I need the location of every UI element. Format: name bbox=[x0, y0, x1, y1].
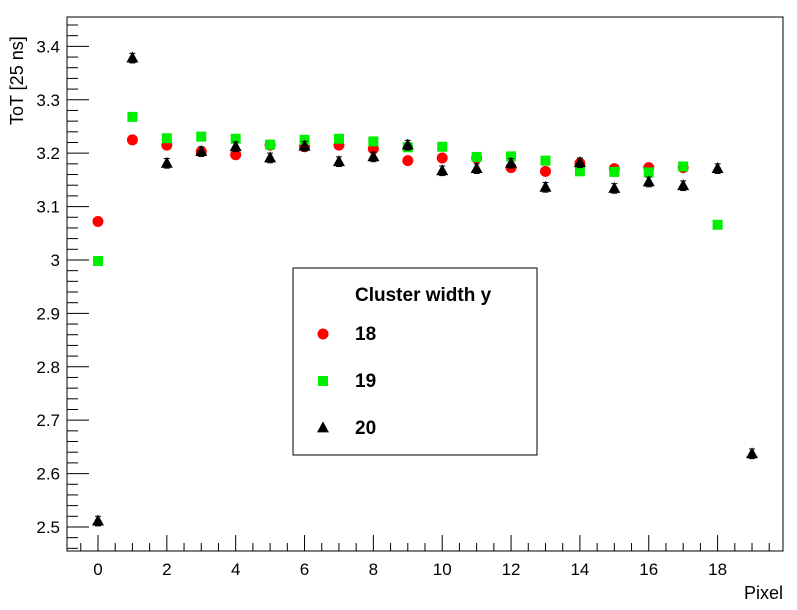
data-point-19 bbox=[540, 155, 551, 166]
data-point-20 bbox=[711, 162, 724, 174]
y-tick-label: 2.6 bbox=[36, 465, 60, 484]
data-point-20 bbox=[436, 164, 449, 176]
data-point-20 bbox=[401, 138, 414, 150]
data-point-19 bbox=[712, 219, 723, 230]
legend: Cluster width y 18 19 20 bbox=[292, 267, 538, 456]
data-point-19 bbox=[678, 161, 689, 172]
data-point-19 bbox=[574, 166, 585, 177]
data-point-19 bbox=[230, 133, 241, 144]
data-point-18 bbox=[402, 155, 414, 167]
data-point-19 bbox=[437, 141, 448, 152]
y-tick-label: 2.9 bbox=[36, 304, 60, 323]
legend-label-19: 19 bbox=[355, 371, 376, 392]
legend-label-20: 20 bbox=[355, 418, 376, 439]
data-point-19 bbox=[196, 131, 207, 142]
data-point-19 bbox=[265, 139, 276, 150]
data-point-20 bbox=[608, 181, 621, 193]
data-point-20 bbox=[298, 139, 311, 151]
x-tick-label: 16 bbox=[639, 560, 658, 579]
y-tick-label: 3.1 bbox=[36, 198, 60, 217]
y-tick-label: 2.7 bbox=[36, 411, 60, 430]
y-tick-label: 2.8 bbox=[36, 358, 60, 377]
x-tick-label: 4 bbox=[231, 560, 240, 579]
y-tick-label: 3.3 bbox=[36, 91, 60, 110]
x-tick-label: 14 bbox=[570, 560, 589, 579]
data-point-19 bbox=[92, 256, 103, 267]
x-tick-label: 18 bbox=[708, 560, 727, 579]
legend-label-18: 18 bbox=[355, 324, 376, 345]
x-tick-label: 12 bbox=[502, 560, 521, 579]
x-axis-title: Pixel bbox=[744, 583, 783, 603]
legend-marker-20 bbox=[317, 421, 329, 433]
x-tick-label: 2 bbox=[162, 560, 171, 579]
data-point-20 bbox=[195, 144, 208, 156]
data-point-19 bbox=[333, 133, 344, 144]
data-point-20 bbox=[746, 447, 759, 459]
data-point-20 bbox=[539, 180, 552, 192]
data-point-20 bbox=[367, 150, 380, 162]
data-point-19 bbox=[368, 136, 379, 147]
data-point-20 bbox=[470, 162, 483, 174]
data-point-20 bbox=[642, 175, 655, 187]
data-point-20 bbox=[91, 514, 104, 526]
y-axis-title: ToT [25 ns] bbox=[7, 36, 27, 125]
data-point-19 bbox=[609, 166, 620, 177]
legend-title: Cluster width y bbox=[355, 285, 492, 306]
y-tick-label: 2.5 bbox=[36, 518, 60, 537]
series-20 bbox=[91, 51, 759, 527]
y-tick-label: 3.2 bbox=[36, 144, 60, 163]
data-point-20 bbox=[264, 151, 277, 163]
data-point-19 bbox=[127, 111, 138, 122]
data-points-group bbox=[91, 51, 759, 527]
x-tick-label: 0 bbox=[93, 560, 102, 579]
series-19 bbox=[92, 111, 723, 267]
data-point-18 bbox=[126, 134, 138, 146]
data-point-18 bbox=[92, 216, 104, 228]
tick-labels-group: 0 2 4 6 8 10 12 14 16 18 2.5 2.6 2.7 2.8 2.9 3 3.1 3.2 3.3… bbox=[36, 37, 727, 579]
data-point-20 bbox=[573, 156, 586, 168]
data-point-19 bbox=[471, 151, 482, 162]
data-point-20 bbox=[126, 51, 139, 63]
data-point-19 bbox=[643, 167, 654, 178]
legend-box bbox=[292, 267, 538, 456]
legend-marker-18 bbox=[317, 328, 329, 340]
y-tick-label: 3.4 bbox=[36, 37, 60, 56]
data-point-18 bbox=[436, 152, 448, 164]
data-point-20 bbox=[229, 140, 242, 152]
data-point-19 bbox=[161, 133, 172, 144]
data-point-20 bbox=[677, 179, 690, 191]
axis-ticks-group bbox=[67, 24, 770, 551]
x-tick-label: 6 bbox=[300, 560, 309, 579]
data-point-20 bbox=[332, 155, 345, 167]
data-point-18 bbox=[539, 165, 551, 177]
legend-marker-19 bbox=[318, 376, 328, 386]
x-tick-label: 8 bbox=[369, 560, 378, 579]
y-tick-label: 3 bbox=[51, 251, 60, 270]
x-tick-label: 10 bbox=[433, 560, 452, 579]
data-point-20 bbox=[505, 156, 518, 168]
legend-entries: 18 19 20 bbox=[317, 324, 376, 439]
data-point-19 bbox=[506, 151, 517, 162]
series-18 bbox=[92, 134, 689, 228]
data-point-20 bbox=[160, 156, 173, 168]
